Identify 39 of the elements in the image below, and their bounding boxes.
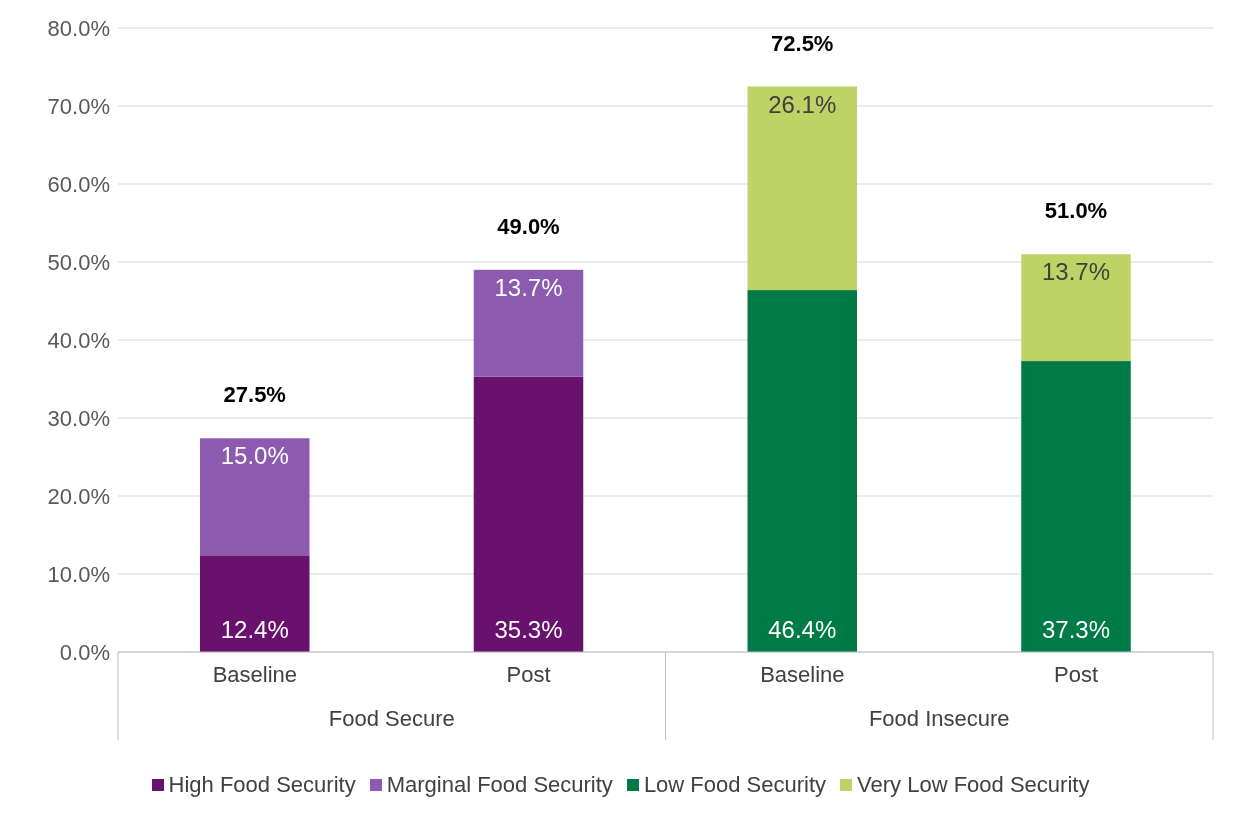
total-label: 51.0%: [1044, 198, 1108, 224]
y-tick-label: 10.0%: [47, 561, 110, 587]
y-tick-label: 70.0%: [47, 93, 110, 119]
data-label: 13.7%: [494, 273, 563, 301]
total-label: 27.5%: [223, 382, 286, 408]
data-label: 15.0%: [220, 442, 289, 470]
x-tick-label: Baseline: [760, 662, 845, 687]
bar: [747, 86, 857, 291]
y-tick-label: 0.0%: [59, 639, 110, 665]
bar: [473, 269, 584, 377]
y-tick-label: 30.0%: [47, 405, 110, 431]
x-tick-label: Post: [1054, 662, 1099, 687]
bar: [747, 290, 857, 652]
legend-label: Marginal Food Security: [385, 772, 613, 798]
data-label: 13.7%: [1041, 258, 1111, 286]
bar: [200, 555, 310, 652]
y-tick-label: 40.0%: [47, 327, 110, 353]
data-label: 37.3%: [1041, 616, 1111, 643]
x-tick-label: Post: [506, 662, 551, 687]
data-label: 46.4%: [768, 616, 837, 643]
y-tick-label: 60.0%: [47, 171, 110, 197]
x-tick-label: Baseline: [212, 662, 298, 687]
y-tick-label: 50.0%: [47, 249, 110, 275]
bar: [473, 376, 584, 652]
total-label: 72.5%: [771, 30, 834, 56]
legend-label: Very Low Food Security: [856, 772, 1090, 798]
total-label: 49.0%: [497, 213, 560, 239]
bar: [1021, 361, 1131, 652]
data-label: 12.4%: [220, 616, 289, 643]
bar: [1021, 254, 1131, 362]
text: Food Secure: [328, 706, 455, 731]
data-label: 26.1%: [768, 90, 837, 118]
legend-label: High Food Security: [167, 772, 356, 798]
data-label: 35.3%: [494, 616, 563, 643]
legend-label: Low Food Security: [642, 772, 827, 798]
text: Food Insecure: [868, 706, 1010, 731]
y-tick-label: 20.0%: [47, 483, 110, 509]
y-tick-label: 80.0%: [47, 15, 110, 41]
bar: [200, 438, 310, 556]
